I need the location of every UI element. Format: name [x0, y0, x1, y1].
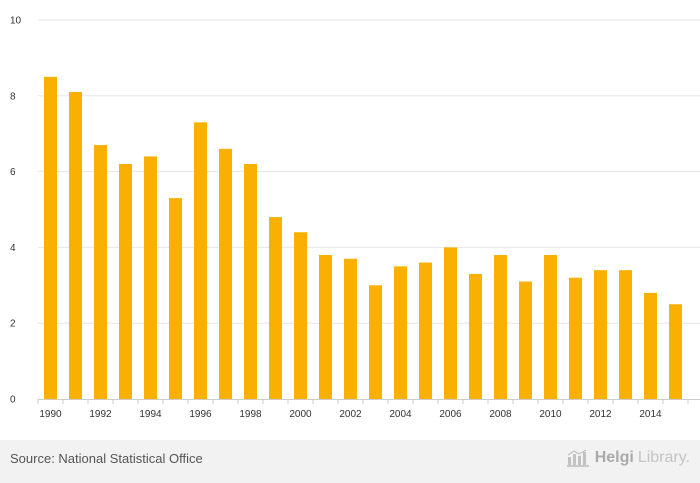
x-axis-labels: 1990 1992 1994 1996 1998 2000 2002 2004 2006 2008… [39, 409, 662, 420]
bar-1993[interactable] [119, 164, 132, 399]
bar-1995[interactable] [169, 198, 182, 399]
bar-2007[interactable] [469, 273, 482, 399]
bar-2009[interactable] [519, 281, 532, 399]
bar-1996[interactable] [194, 122, 207, 399]
bars [44, 76, 682, 399]
bar-2006[interactable] [444, 247, 457, 399]
helgi-library-logo-icon [566, 449, 589, 467]
bar-chart: 0 2 4 6 8 10 1990 1992 1994 1996 1998 2000 2002 2004… [10, 16, 700, 420]
y-tick-label: 10 [10, 16, 22, 27]
y-tick-label: 2 [10, 319, 16, 330]
bar-2015[interactable] [669, 304, 682, 399]
y-axis-labels: 0 2 4 6 8 10 [10, 16, 22, 406]
bar-2001[interactable] [319, 254, 332, 399]
bar-1999[interactable] [269, 217, 282, 399]
bar-2004[interactable] [394, 266, 407, 399]
x-tick-label: 2008 [489, 409, 512, 420]
bar-2010[interactable] [544, 254, 557, 399]
x-tick-label: 1990 [39, 409, 62, 420]
bar-2008[interactable] [494, 254, 507, 399]
brand-name-tail: Library. [637, 449, 690, 466]
bar-2003[interactable] [369, 285, 382, 399]
x-axis-ticks [37, 399, 689, 404]
bar-2011[interactable] [569, 277, 582, 399]
y-tick-label: 6 [10, 167, 16, 178]
bar-2012[interactable] [594, 270, 607, 399]
brand-logo[interactable]: Helgi Library. [565, 448, 690, 468]
brand-name-main: Helgi [594, 449, 634, 466]
bar-2014[interactable] [644, 292, 657, 399]
bar-1994[interactable] [144, 156, 157, 399]
bar-2013[interactable] [619, 270, 632, 399]
x-tick-label: 1996 [189, 409, 212, 420]
x-tick-label: 2006 [439, 409, 462, 420]
y-tick-label: 4 [10, 243, 16, 254]
x-tick-label: 2014 [639, 409, 662, 420]
x-tick-label: 2004 [389, 409, 412, 420]
bar-1990[interactable] [44, 76, 57, 399]
y-tick-label: 8 [10, 91, 16, 102]
x-tick-label: 1992 [89, 409, 112, 420]
chart-footer: Source: National Statistical Office Helg… [0, 440, 700, 483]
bar-1997[interactable] [219, 148, 232, 399]
x-tick-label: 1994 [139, 409, 162, 420]
x-tick-label: 1998 [239, 409, 262, 420]
bar-2002[interactable] [344, 258, 357, 399]
bar-2000[interactable] [294, 232, 307, 399]
x-tick-label: 2000 [289, 409, 312, 420]
bar-1998[interactable] [244, 164, 257, 399]
y-tick-label: 0 [10, 395, 16, 406]
bar-1992[interactable] [94, 145, 107, 399]
x-tick-label: 2002 [339, 409, 362, 420]
x-tick-label: 2010 [539, 409, 562, 420]
source-note: Source: National Statistical Office [10, 451, 203, 466]
bar-1991[interactable] [69, 92, 82, 399]
bar-2005[interactable] [419, 262, 432, 399]
x-tick-label: 2012 [589, 409, 612, 420]
